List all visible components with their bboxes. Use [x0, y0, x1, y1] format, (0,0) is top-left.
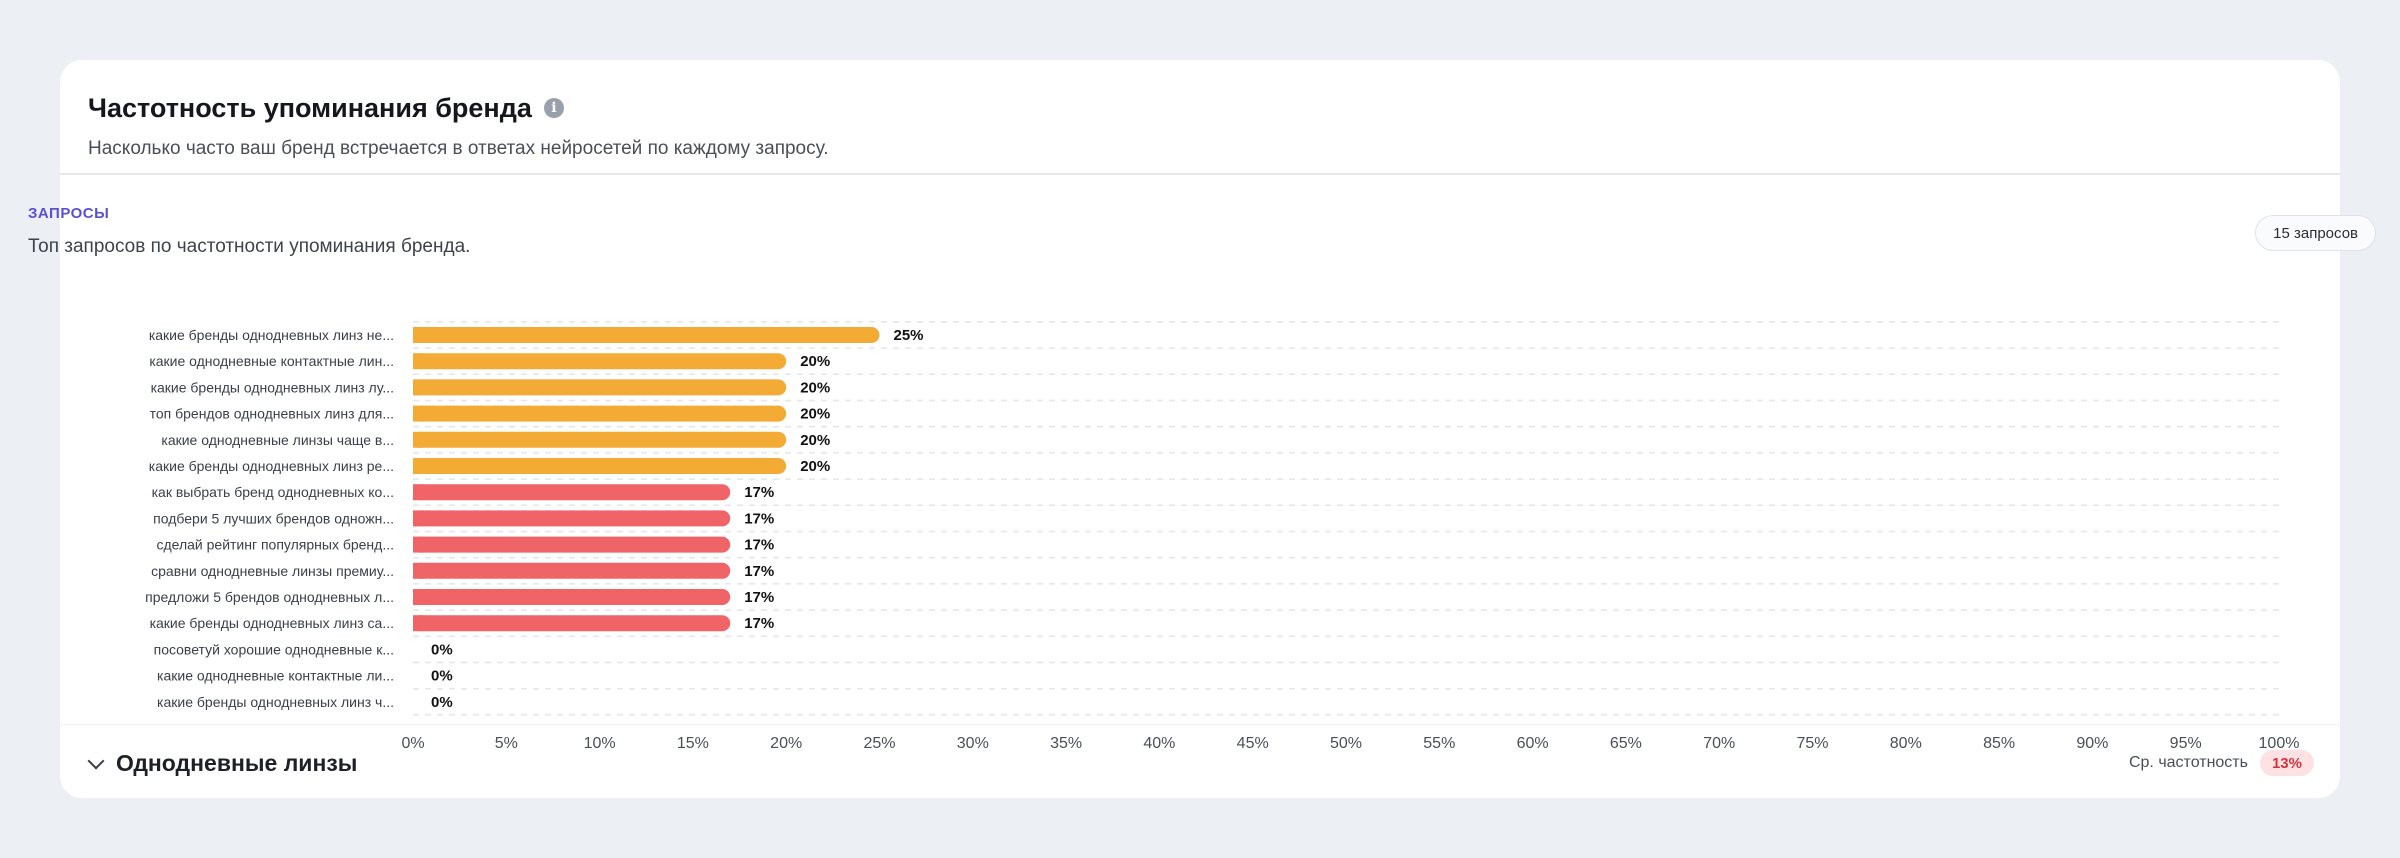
average-frequency-label: Ср. частотность: [2128, 754, 2248, 771]
card-header: Частотность упоминания бренда i Наскольк…: [88, 80, 2312, 160]
section-description: Топ запросов по частотности упоминания б…: [28, 236, 471, 257]
average-frequency: Ср. частотность 13%: [2129, 750, 2314, 776]
info-icon[interactable]: i: [543, 98, 564, 118]
average-frequency-badge: 13%: [2259, 750, 2314, 776]
group-name: Однодневные линзы: [116, 750, 358, 776]
title-row: Частотность упоминания бренда i: [88, 80, 2312, 136]
chevron-down-icon: [87, 752, 105, 769]
card-subtitle: Насколько часто ваш бренд встречается в …: [88, 138, 829, 159]
footer-divider: [60, 724, 2340, 725]
card-title: Частотность упоминания бренда: [88, 92, 532, 123]
brand-frequency-card: Частотность упоминания бренда i Наскольк…: [60, 60, 2340, 798]
section-label: ЗАПРОСЫ: [28, 205, 110, 222]
group-toggle[interactable]: Однодневные линзы: [82, 750, 357, 777]
header-divider: [60, 173, 2340, 175]
query-count-badge: 15 запросов: [2255, 215, 2376, 251]
